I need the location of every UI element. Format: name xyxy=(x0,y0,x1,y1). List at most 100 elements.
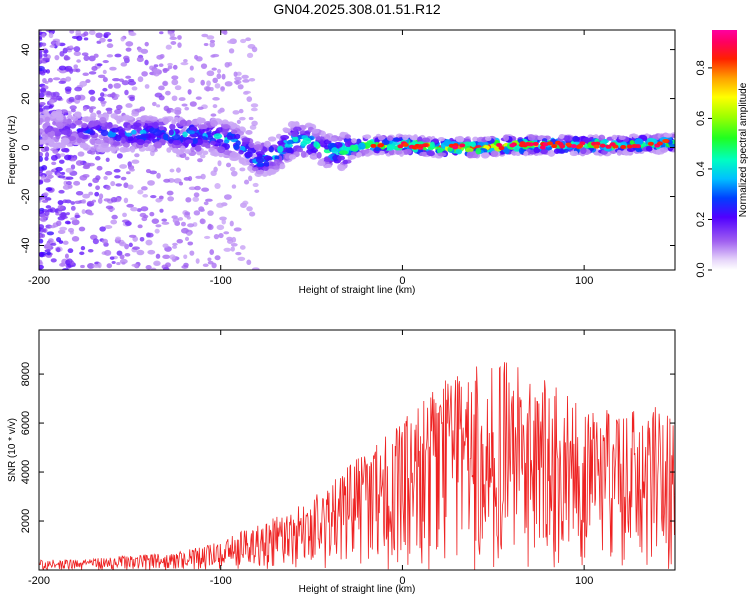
noise-blob xyxy=(105,157,110,162)
band-blob xyxy=(111,141,121,146)
noise-blob xyxy=(246,259,252,265)
noise-blob xyxy=(134,153,140,158)
noise-blob xyxy=(115,183,122,187)
noise-blob xyxy=(43,178,51,183)
colorbar-tick-label: 0.0 xyxy=(695,262,707,277)
noise-blob xyxy=(39,259,43,265)
band-blob xyxy=(61,130,68,135)
band-blob xyxy=(210,140,216,146)
noise-blob xyxy=(115,104,123,111)
x-tick-label: -200 xyxy=(28,575,50,587)
band-blob xyxy=(114,134,122,142)
noise-blob xyxy=(167,30,172,35)
band-blob xyxy=(324,157,331,163)
noise-blob xyxy=(62,47,68,54)
noise-blob xyxy=(150,267,157,270)
noise-blob xyxy=(178,181,184,186)
band-blob xyxy=(395,150,403,155)
noise-blob xyxy=(39,199,42,203)
noise-blob xyxy=(169,36,178,40)
band-blob xyxy=(255,169,264,175)
band-blob xyxy=(455,135,465,143)
noise-blob xyxy=(217,160,222,167)
noise-blob xyxy=(145,265,152,270)
band-blob xyxy=(274,155,280,160)
peak-blob xyxy=(565,142,572,147)
noise-blob xyxy=(197,106,204,110)
noise-blob xyxy=(188,186,197,191)
band-blob xyxy=(374,146,381,152)
snr-series-line xyxy=(39,362,675,570)
noise-blob xyxy=(239,167,246,172)
band-blob xyxy=(127,136,134,142)
noise-blob xyxy=(102,77,108,83)
noise-blob xyxy=(240,38,247,44)
x-tick-label: -200 xyxy=(28,275,50,287)
peak-blob xyxy=(575,144,582,149)
noise-blob xyxy=(201,33,209,38)
peak-blob xyxy=(599,143,606,148)
band-blob xyxy=(96,139,105,144)
noise-blob xyxy=(96,110,102,115)
band-blob xyxy=(39,139,44,145)
noise-blob xyxy=(166,109,172,114)
noise-blob xyxy=(239,116,246,121)
noise-blob xyxy=(209,249,215,256)
noise-blob xyxy=(238,108,244,114)
noise-blob xyxy=(45,205,52,209)
band-blob xyxy=(421,137,431,143)
noise-blob xyxy=(224,61,230,68)
noise-blob xyxy=(87,182,93,187)
noise-blob xyxy=(150,195,157,199)
noise-blob xyxy=(245,130,253,135)
noise-blob xyxy=(136,249,145,256)
band-blob xyxy=(238,145,246,152)
noise-blob xyxy=(64,154,72,161)
noise-blob xyxy=(254,189,260,193)
band-blob xyxy=(540,149,548,155)
noise-blob xyxy=(124,252,131,257)
band-blob xyxy=(611,134,618,140)
noise-blob xyxy=(107,38,113,42)
peak-blob xyxy=(662,138,669,143)
noise-blob xyxy=(64,220,71,225)
noise-blob xyxy=(104,170,113,176)
noise-blob xyxy=(167,65,173,70)
peak-blob xyxy=(539,145,546,150)
band-blob xyxy=(186,119,192,126)
noise-blob xyxy=(83,37,89,41)
noise-blob xyxy=(200,63,208,69)
noise-blob xyxy=(139,106,146,112)
band-blob xyxy=(94,119,101,125)
noise-blob xyxy=(123,55,130,61)
band-blob xyxy=(61,137,70,145)
y-tick-label: 6000 xyxy=(20,411,32,435)
noise-blob xyxy=(57,200,64,206)
band-blob xyxy=(233,144,240,151)
noise-blob xyxy=(77,151,85,157)
band-blob xyxy=(74,111,82,118)
noise-blob xyxy=(141,71,148,77)
noise-blob xyxy=(233,71,238,77)
noise-blob xyxy=(217,68,222,74)
noise-blob xyxy=(116,262,121,266)
noise-blob xyxy=(231,184,237,189)
band-blob xyxy=(69,123,77,129)
noise-blob xyxy=(50,258,57,263)
x-tick-label: 100 xyxy=(575,575,593,587)
noise-blob xyxy=(237,256,246,262)
noise-blob xyxy=(74,214,81,219)
noise-blob xyxy=(211,262,217,269)
band-blob xyxy=(274,159,280,164)
noise-blob xyxy=(223,194,232,200)
colorbar-tick-label: 0.4 xyxy=(695,161,707,176)
band-blob xyxy=(518,147,525,155)
band-blob xyxy=(130,124,140,130)
peak-blob xyxy=(626,144,633,149)
band-blob xyxy=(90,138,97,146)
band-blob xyxy=(572,150,579,156)
noise-blob xyxy=(174,107,182,113)
noise-blob xyxy=(57,229,66,234)
peak-blob xyxy=(402,142,409,147)
band-blob xyxy=(316,151,322,159)
